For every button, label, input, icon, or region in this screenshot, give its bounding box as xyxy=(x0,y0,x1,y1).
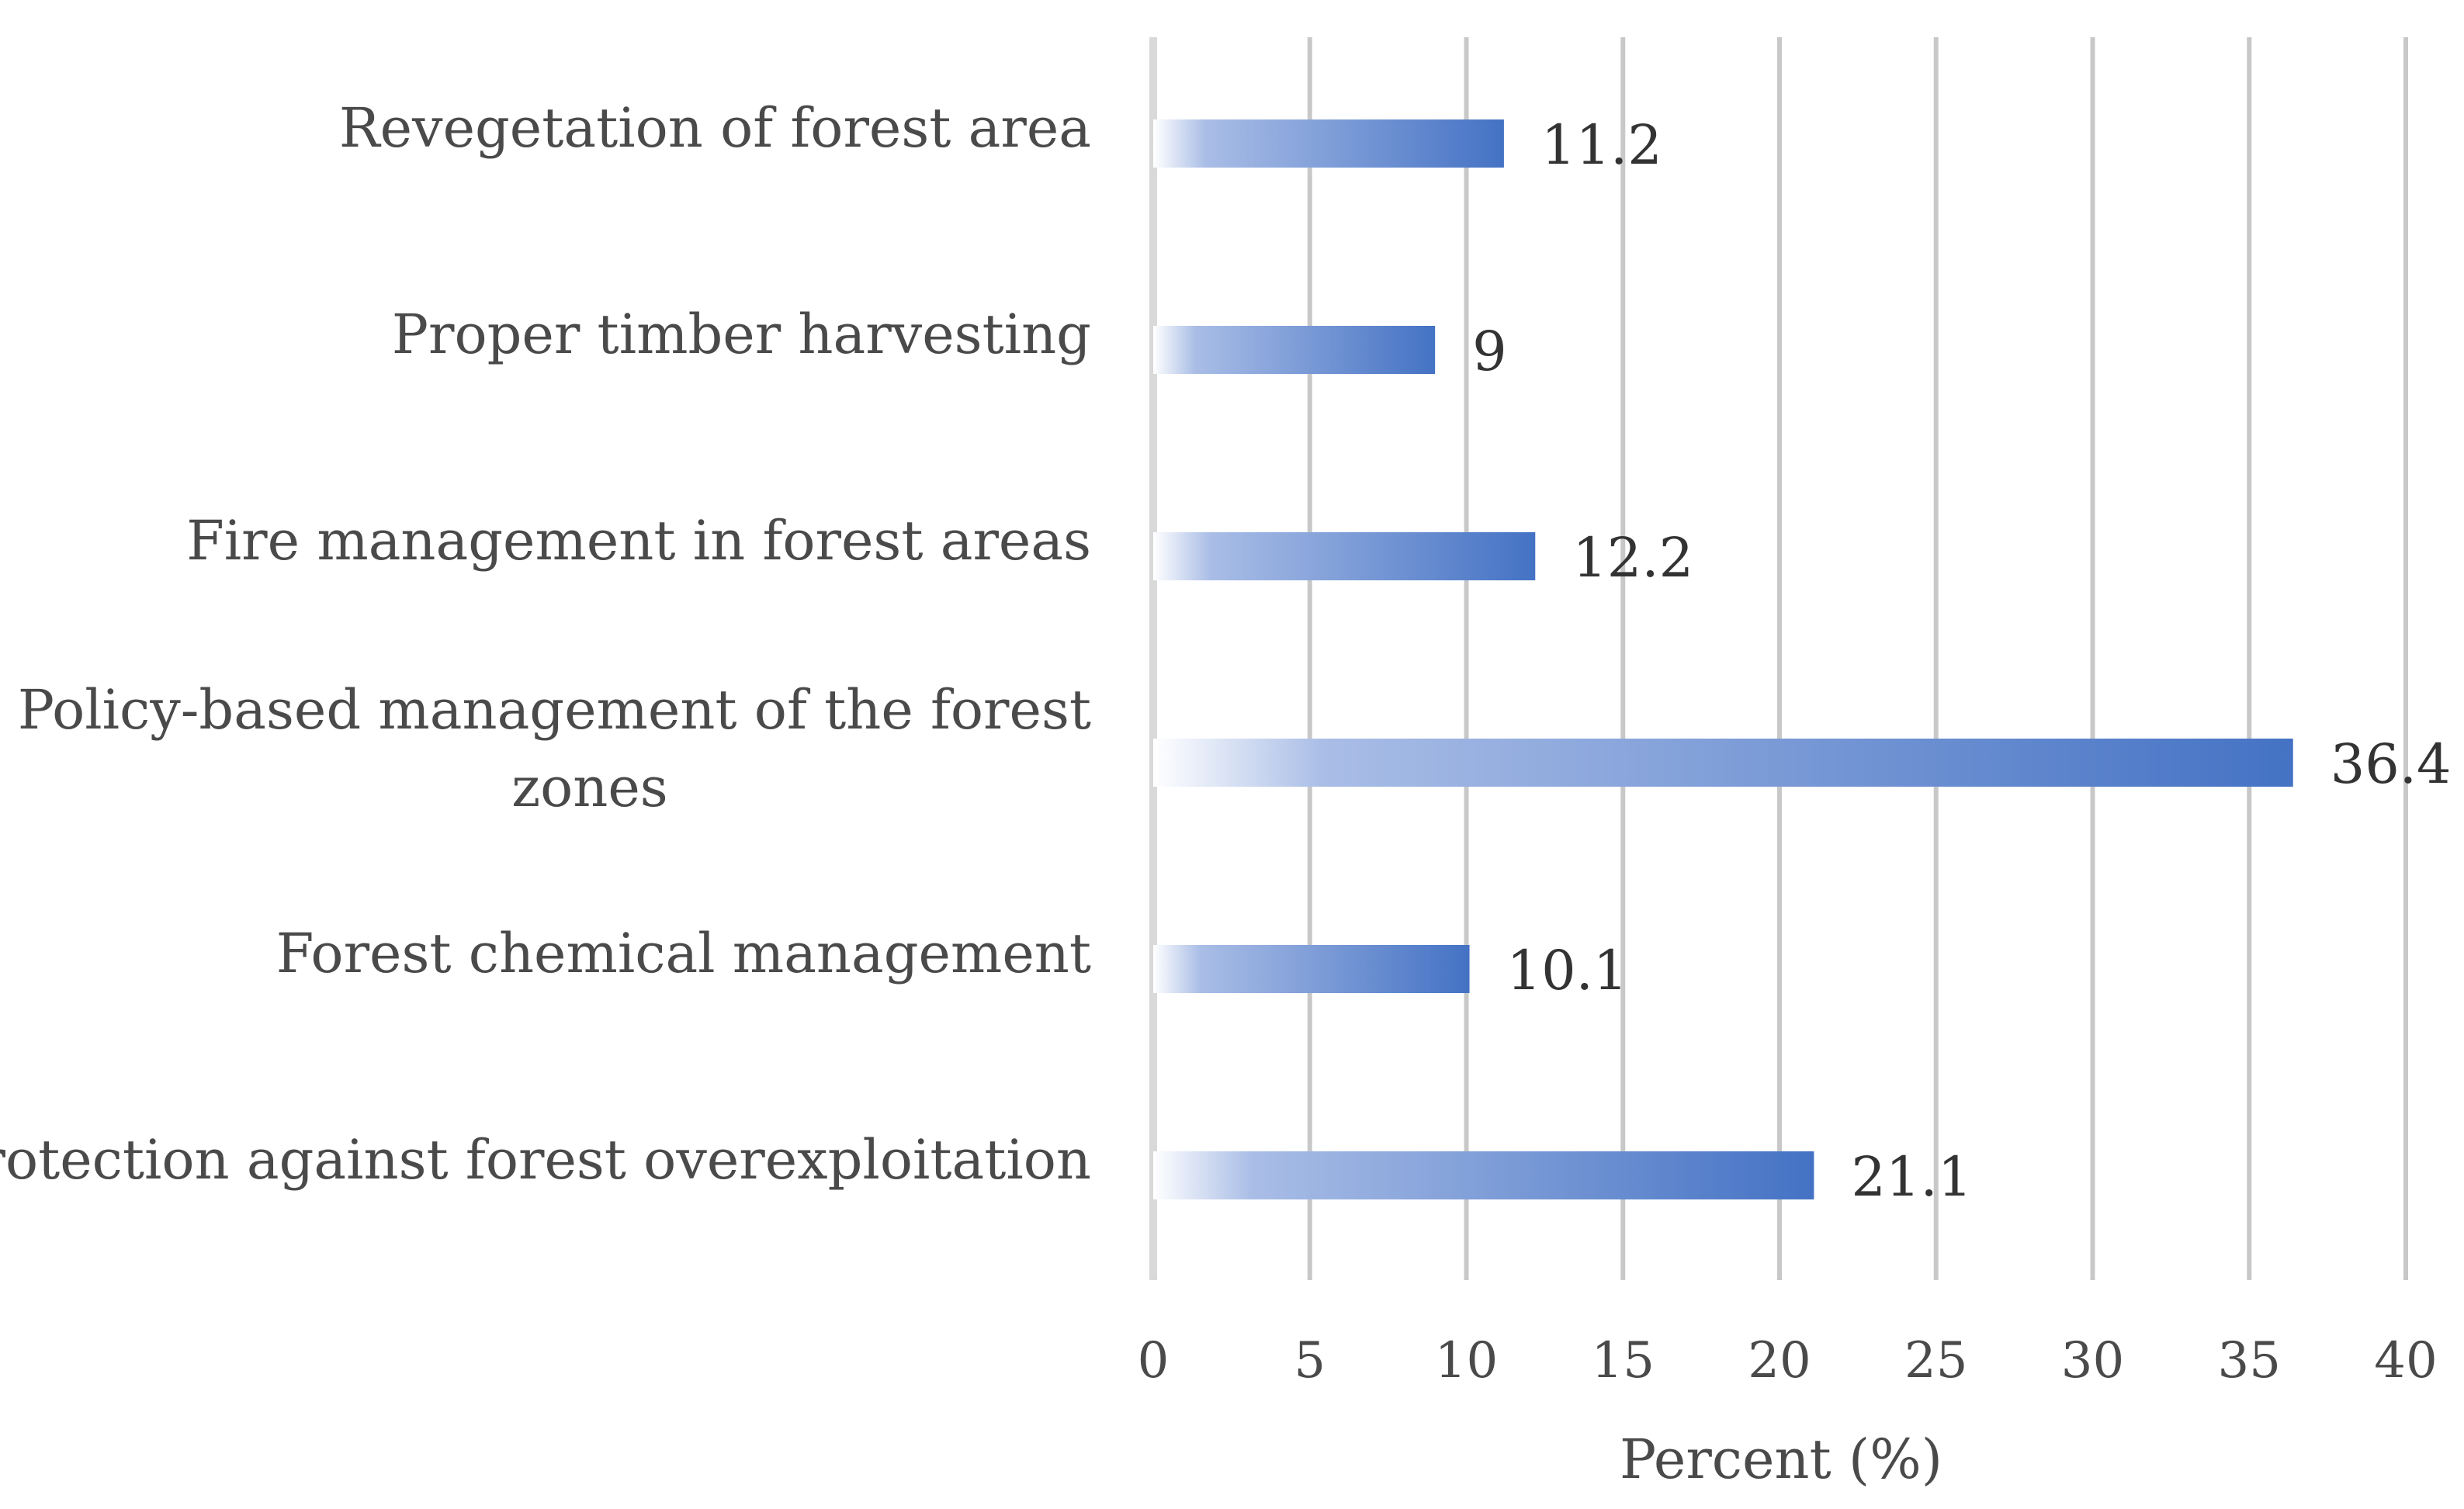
category-label: Protection against forest overexploitati… xyxy=(0,1128,1091,1192)
x-tick-label: 30 xyxy=(2061,1332,2124,1390)
x-tick-label: 40 xyxy=(2374,1332,2437,1390)
x-tick-label: 20 xyxy=(1748,1332,1811,1390)
bar xyxy=(1153,945,1470,993)
x-tick-label: 0 xyxy=(1138,1332,1170,1390)
bar xyxy=(1153,326,1436,374)
category-label: Policy-based management of the forest zon… xyxy=(18,678,1091,819)
data-label: 9 xyxy=(1472,320,1507,383)
x-tick-label: 5 xyxy=(1294,1332,1326,1390)
bar xyxy=(1153,119,1504,168)
data-label: 11.2 xyxy=(1541,113,1662,177)
x-tick-label: 15 xyxy=(1592,1332,1655,1390)
data-label: 10.1 xyxy=(1507,939,1628,1002)
bars xyxy=(1153,119,2293,1199)
category-label: Proper timber harvesting xyxy=(392,303,1091,366)
data-label: 12.2 xyxy=(1572,526,1693,590)
data-label: 36.4 xyxy=(2331,732,2452,796)
category-label: Forest chemical management xyxy=(276,922,1091,985)
category-label: Revegetation of forest area xyxy=(339,96,1091,160)
bar xyxy=(1153,1151,1814,1199)
category-labels: Revegetation of forest area Proper timber… xyxy=(0,96,1091,1192)
x-axis-title: Percent (%) xyxy=(1620,1428,1942,1491)
bar xyxy=(1153,739,2293,787)
x-tick-label: 10 xyxy=(1435,1332,1498,1390)
data-label: 21.1 xyxy=(1851,1145,1972,1209)
gridlines xyxy=(1149,37,2408,1280)
data-labels: 11.2 9 12.2 36.4 10.1 21.1 xyxy=(1472,113,2451,1209)
x-tick-label: 35 xyxy=(2218,1332,2281,1390)
x-axis-ticks: 0 5 10 15 20 25 30 35 40 xyxy=(1138,1332,2438,1390)
category-label: Fire management in forest areas xyxy=(186,509,1091,573)
bar xyxy=(1153,532,1536,580)
x-tick-label: 25 xyxy=(1904,1332,1967,1390)
